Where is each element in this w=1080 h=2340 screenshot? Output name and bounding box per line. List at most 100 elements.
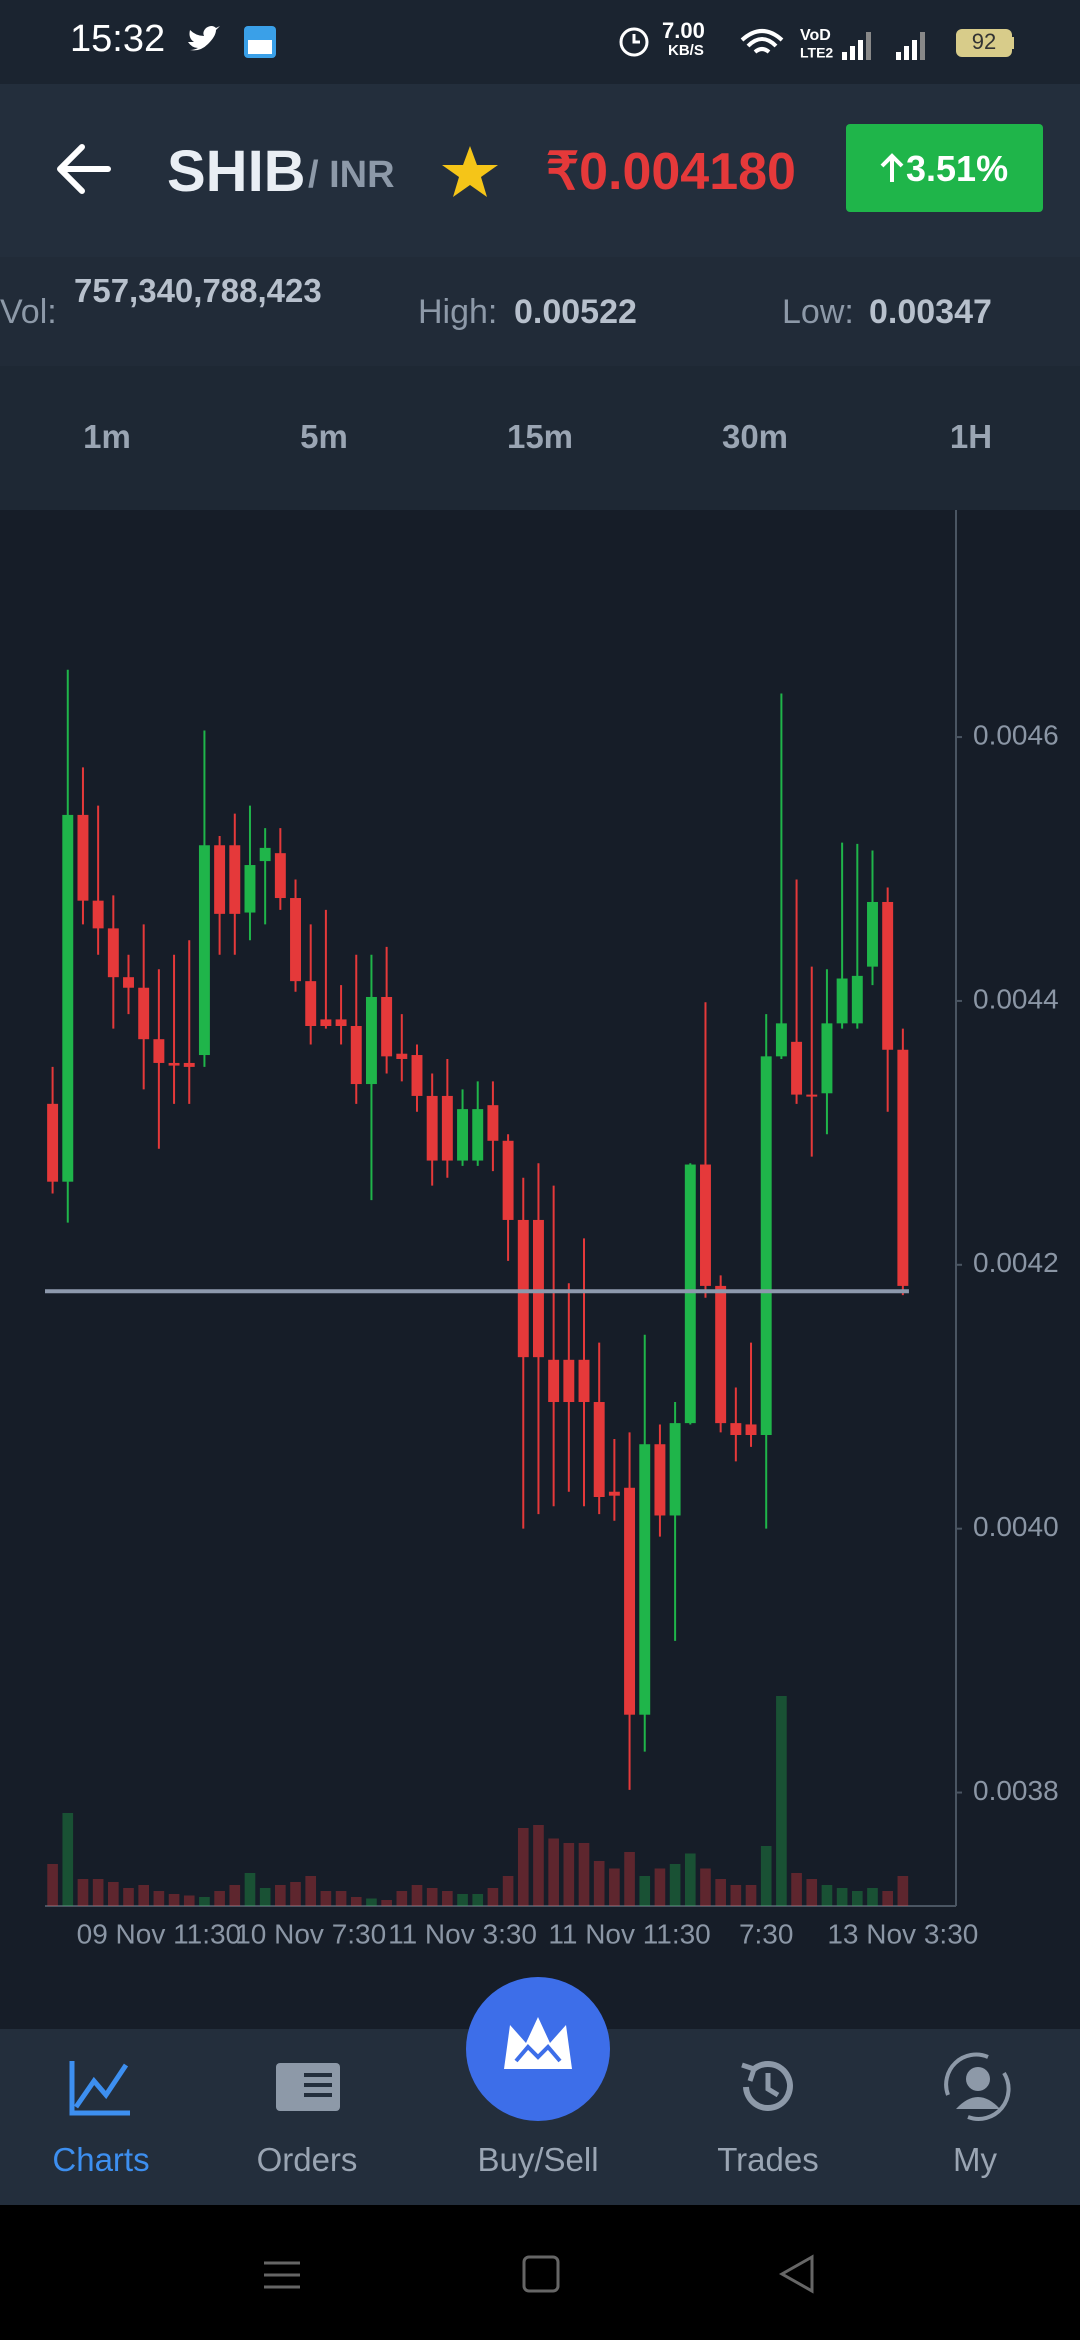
interval-bar: 1m 5m 15m 30m 1H <box>0 366 1080 510</box>
candle-body <box>563 1359 575 1403</box>
system-nav <box>0 2205 1080 2340</box>
status-icons-right: VoD LTE2 <box>619 27 1014 61</box>
candle-body <box>715 1285 727 1424</box>
candle-body <box>138 987 150 1040</box>
volume-bar <box>123 1888 134 1906</box>
symbol: SHIB <box>167 139 306 204</box>
volume-bar <box>715 1879 726 1906</box>
candle-body <box>335 1019 347 1027</box>
stats-row: Vol: 757,340,788,423 High: 0.00522 Low: … <box>0 257 1080 366</box>
candle-body <box>517 1219 529 1358</box>
volume-bar <box>533 1825 544 1906</box>
low-label: Low: <box>782 293 854 331</box>
nav-label[interactable]: Orders <box>256 2141 358 2178</box>
nav-label[interactable]: Charts <box>52 2141 150 2178</box>
volume-bar <box>836 1888 848 1906</box>
candle-body <box>882 901 894 1050</box>
volume-bar <box>502 1876 514 1906</box>
volume-bar <box>259 1888 271 1906</box>
candle-body <box>92 900 104 929</box>
status-icons-left <box>188 26 276 58</box>
volume-bar <box>578 1843 590 1906</box>
candle-body <box>214 845 226 914</box>
back-button[interactable] <box>54 144 114 194</box>
candle-body <box>836 978 848 1024</box>
candle-body <box>47 1103 59 1182</box>
up-arrow <box>880 153 904 182</box>
interval-tab[interactable]: 15m <box>506 418 574 455</box>
y-tick-label: 0.0044 <box>973 983 1059 1014</box>
candle-body <box>487 1105 499 1141</box>
candle-body <box>320 1019 332 1027</box>
volume-bar <box>684 1853 696 1906</box>
price: ₹0.004180 <box>546 143 796 201</box>
y-tick-label: 0.0046 <box>973 719 1059 750</box>
charts-icon <box>69 2061 130 2116</box>
volume-bar <box>366 1898 377 1906</box>
candle-body <box>305 981 317 1027</box>
volume-bar <box>609 1868 620 1906</box>
volume-bar <box>760 1846 772 1906</box>
favorite-star[interactable] <box>440 144 500 200</box>
volume-bar <box>411 1885 423 1906</box>
interval-tab[interactable]: 1H <box>949 418 993 455</box>
candle-body <box>365 996 377 1085</box>
nav-label[interactable]: Buy/Sell <box>477 2141 599 2178</box>
candle-body <box>700 1164 711 1286</box>
candle-body <box>107 928 119 978</box>
volume-bar <box>335 1891 347 1906</box>
volume-bar <box>517 1828 529 1906</box>
volume-bar <box>214 1891 225 1906</box>
svg-text:LTE2: LTE2 <box>800 45 833 61</box>
candle-body <box>639 1444 651 1715</box>
candle-body <box>183 1062 195 1067</box>
candle-body <box>502 1140 514 1220</box>
candle-body <box>745 1424 757 1435</box>
y-tick-label: 0.0038 <box>973 1775 1059 1806</box>
volume-bar <box>183 1895 195 1906</box>
candle-body <box>851 975 863 1024</box>
low-value: 0.00347 <box>869 293 992 331</box>
candle-body <box>396 1053 408 1059</box>
volume-bar <box>457 1894 468 1906</box>
nav-label[interactable]: Trades <box>717 2141 819 2178</box>
vol-value: 757,340,788,423 <box>74 272 322 309</box>
volume-bar <box>138 1885 150 1906</box>
volume-bar <box>821 1885 833 1906</box>
volume-bar <box>624 1852 635 1906</box>
interval-tab[interactable]: 1m <box>83 418 131 455</box>
x-tick-label: 10 Nov 7:30 <box>235 1918 386 1949</box>
volume-bar <box>867 1888 878 1906</box>
interval-tab[interactable]: 5m <box>300 418 348 455</box>
candle-body <box>775 1023 787 1057</box>
candle-body <box>654 1444 666 1516</box>
candle-body <box>153 1039 165 1063</box>
volume-bar <box>244 1873 256 1906</box>
volume-bar <box>108 1882 119 1906</box>
candle-body <box>426 1095 438 1161</box>
y-tick-label: 0.0042 <box>973 1247 1059 1278</box>
x-tick-label: 11 Nov 11:30 <box>548 1918 710 1949</box>
candle-body <box>441 1095 453 1161</box>
candle-body <box>472 1109 484 1161</box>
candle-body <box>259 847 271 862</box>
system-nav-icons <box>264 2254 814 2294</box>
volume-bar <box>593 1861 605 1906</box>
x-tick-label: 7:30 <box>739 1918 794 1949</box>
header: SHIB / INR ₹0.004180 3.51% <box>0 84 1080 257</box>
volume-bar <box>639 1876 651 1906</box>
volume-bar <box>396 1891 408 1906</box>
volume-bar <box>851 1891 863 1906</box>
candle-body <box>578 1359 590 1403</box>
x-tick-label: 13 Nov 3:30 <box>827 1918 978 1949</box>
buy-sell-button[interactable] <box>466 1977 610 2121</box>
volume-bar <box>472 1894 484 1906</box>
volume-bar <box>153 1891 165 1906</box>
volume-bar <box>305 1876 317 1906</box>
svg-text:VoD: VoD <box>800 27 831 44</box>
candle-body <box>821 1023 833 1094</box>
candle-body <box>411 1055 423 1096</box>
interval-tab[interactable]: 30m <box>721 418 789 455</box>
nav-label[interactable]: My <box>953 2141 997 2178</box>
